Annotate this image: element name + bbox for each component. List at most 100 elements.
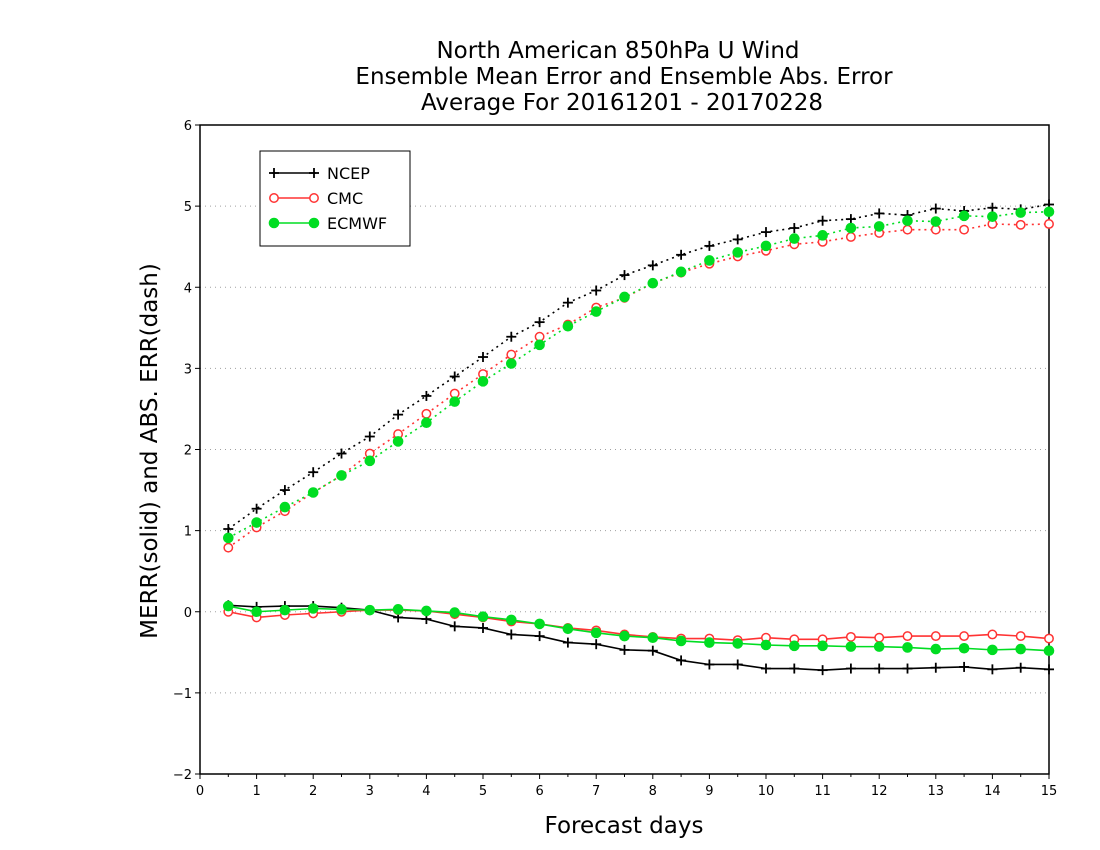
abs-err-point <box>308 467 319 478</box>
merr-point <box>478 622 488 633</box>
merr-point <box>336 604 347 615</box>
merr-point <box>845 663 856 674</box>
merr-point <box>506 629 517 640</box>
abs-err-line <box>227 223 1050 549</box>
abs-err-point <box>449 396 461 407</box>
y-tick-label: 5 <box>184 200 192 215</box>
abs-err-point <box>534 317 545 328</box>
merr-point <box>958 642 970 654</box>
abs-err-point <box>364 455 376 467</box>
abs-err-point <box>251 517 262 528</box>
x-tick-label: 2 <box>309 784 317 799</box>
y-tick-label: −1 <box>173 687 192 702</box>
y-axis-label: MERR(solid) and ABS. ERR(dash) <box>137 263 163 639</box>
merr-point <box>874 632 885 643</box>
merr-point <box>930 643 942 655</box>
merr-point <box>647 632 659 644</box>
y-tick-label: 3 <box>184 362 192 377</box>
merr-point <box>449 621 460 632</box>
merr-point <box>223 600 234 612</box>
x-tick-label: 6 <box>535 784 543 799</box>
x-tick-label: 8 <box>649 784 657 799</box>
abs-err-point <box>1043 206 1055 218</box>
abs-err-point <box>562 320 574 332</box>
y-tick-label: 2 <box>184 444 192 459</box>
abs-err-point <box>817 215 828 226</box>
abs-err-point <box>761 227 771 238</box>
abs-err-point <box>223 542 234 553</box>
merr-point <box>1015 631 1026 642</box>
x-tick-label: 15 <box>1041 784 1058 799</box>
legend-marker <box>309 193 319 203</box>
x-tick-label: 4 <box>422 784 430 799</box>
abs-err-point <box>676 249 687 260</box>
series <box>223 199 1055 676</box>
title-line-3: Average For 20161201 - 20170228 <box>421 90 823 116</box>
abs-err-point <box>704 255 715 266</box>
merr-point <box>987 629 998 640</box>
legend-label: ECMWF <box>327 214 387 233</box>
merr-point <box>477 611 489 622</box>
abs-err-point <box>930 203 941 214</box>
abs-err-point <box>619 291 630 303</box>
abs-err-point <box>930 216 942 227</box>
abs-err-point <box>591 285 602 296</box>
series-ecmwf <box>223 206 1055 656</box>
legend-marker <box>269 193 279 203</box>
x-tick-label: 9 <box>705 784 713 799</box>
abs-err-point <box>336 470 347 481</box>
abs-err-point <box>789 223 800 234</box>
merr-point <box>987 664 998 675</box>
x-tick-label: 12 <box>871 784 888 799</box>
abs-err-point <box>279 501 291 513</box>
merr-point <box>562 623 574 635</box>
merr-point <box>902 663 913 674</box>
abs-err-point <box>449 371 460 382</box>
x-tick-label: 11 <box>814 784 831 799</box>
merr-point <box>845 641 857 652</box>
abs-err-point <box>902 215 913 227</box>
merr-point <box>930 662 941 673</box>
y-tick-label: −2 <box>173 768 192 783</box>
merr-point <box>760 639 772 651</box>
abs-err-line <box>227 211 1050 539</box>
merr-line <box>228 609 1050 641</box>
abs-err-point <box>393 409 404 420</box>
merr-point <box>732 638 744 649</box>
abs-err-point <box>675 266 687 278</box>
merr-point <box>902 642 913 653</box>
abs-err-point <box>562 297 573 308</box>
abs-err-line <box>227 203 1050 530</box>
legend: NCEP CMC ECMWF <box>259 150 411 247</box>
title-line-1: North American 850hPa U Wind <box>436 38 799 64</box>
abs-err-point <box>506 331 517 342</box>
x-tick-label: 14 <box>984 784 1001 799</box>
x-tick-label: 1 <box>252 784 260 799</box>
merr-point <box>619 644 630 655</box>
abs-err-point <box>873 221 885 232</box>
merr-point <box>421 605 432 617</box>
merr-point <box>279 604 291 616</box>
abs-err-point <box>647 260 658 271</box>
x-tick-label: 0 <box>196 784 204 799</box>
abs-err-point <box>817 230 828 241</box>
x-tick-label: 10 <box>758 784 775 799</box>
abs-err-point <box>279 485 290 496</box>
merr-point <box>959 661 970 672</box>
abs-err-point <box>590 306 602 317</box>
merr-point <box>930 631 941 642</box>
abs-err-point <box>874 208 885 219</box>
abs-err-point <box>421 417 432 429</box>
abs-err-point <box>789 233 800 244</box>
merr-point <box>817 665 828 676</box>
abs-err-point <box>732 247 744 258</box>
merr-point <box>845 631 856 642</box>
abs-err-point <box>223 524 234 535</box>
merr-point <box>1015 662 1026 673</box>
abs-err-point <box>760 240 772 252</box>
abs-err-point <box>619 270 630 281</box>
merr-point <box>1043 645 1055 656</box>
y-tick-label: 4 <box>184 281 192 296</box>
legend-marker <box>268 217 280 229</box>
